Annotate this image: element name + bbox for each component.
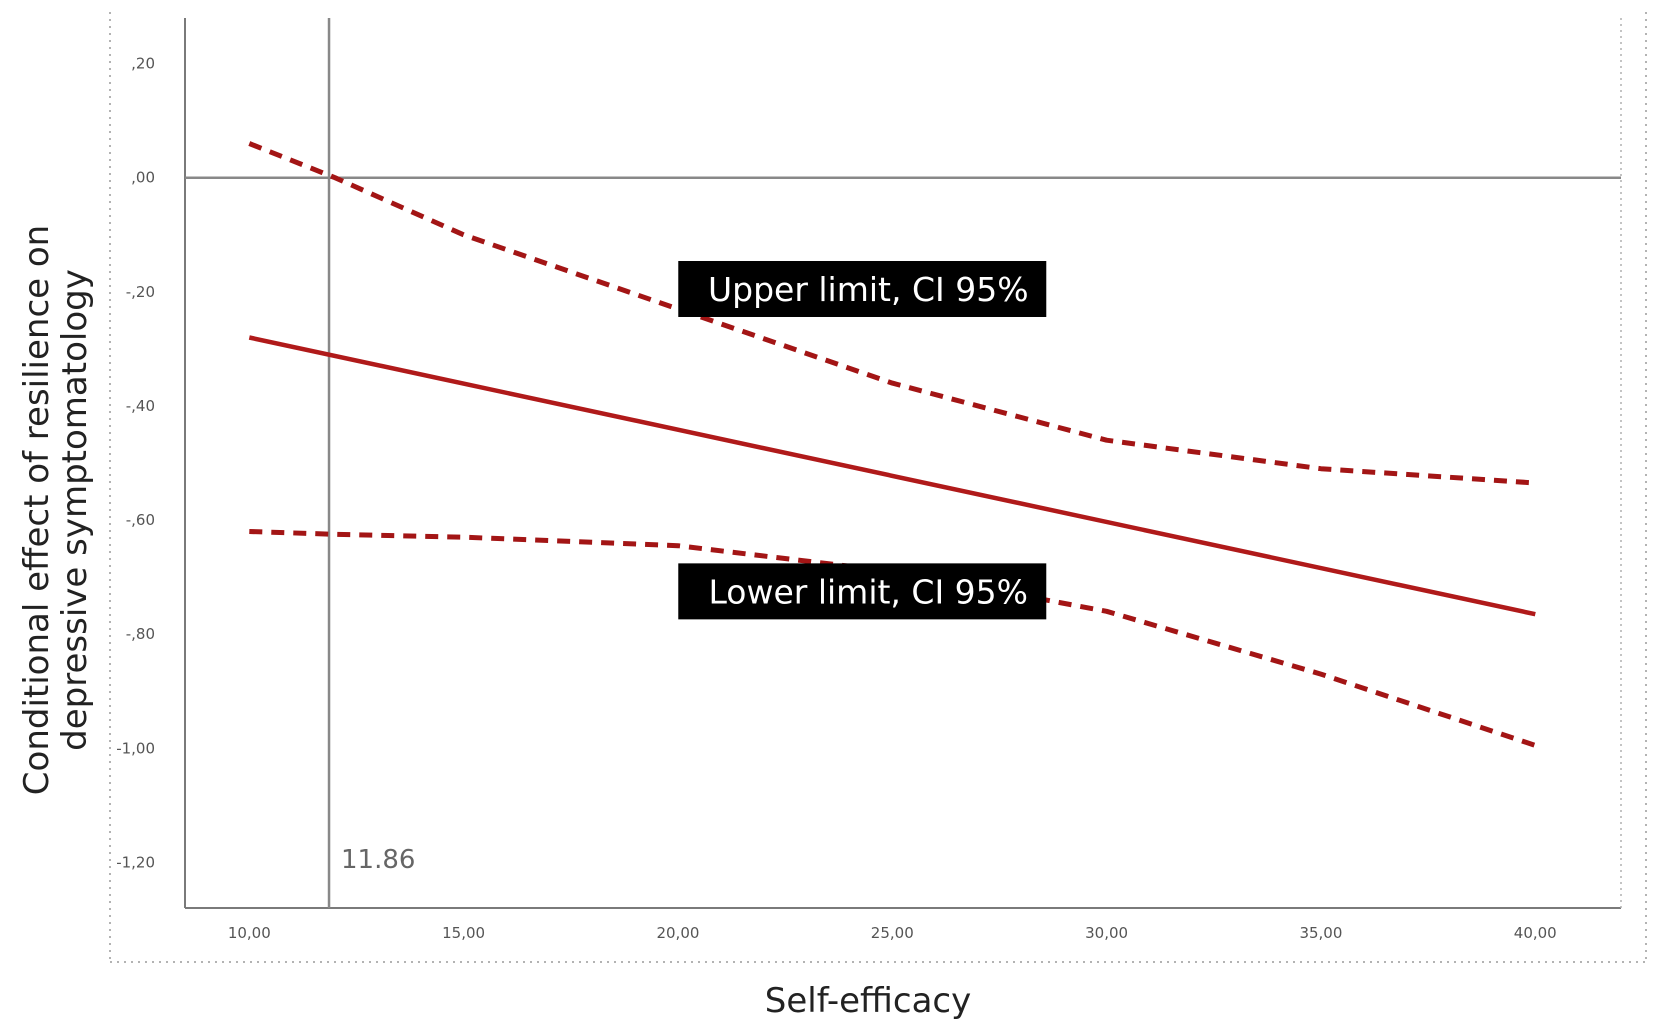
- callout-upper-limit-box: [678, 260, 1047, 317]
- x-tick-label: 35,00: [1299, 924, 1342, 942]
- x-tick-label: 20,00: [656, 924, 699, 942]
- callout-upper-limit-text: Upper limit, CI 95%: [708, 270, 1029, 309]
- reference-lines: 11.86: [185, 18, 1621, 908]
- series-conditional-effect-line: [248, 335, 1536, 617]
- y-tick-label: ,00: [131, 169, 155, 187]
- y-axis-title-line: depressive symptomatology: [55, 269, 95, 751]
- y-axis-title: Conditional effect of resilience ondepre…: [17, 225, 95, 795]
- x-axis-title: Self-efficacy: [765, 981, 971, 1021]
- series-upper-ci-line: [248, 141, 1536, 486]
- x-tick-label: 40,00: [1514, 924, 1557, 942]
- reference-line-label: 11.86: [341, 845, 415, 875]
- y-tick-label: -,40: [126, 397, 155, 415]
- y-tick-label: -1,20: [116, 853, 155, 871]
- y-tick-label: -,20: [126, 283, 155, 301]
- x-tick-label: 15,00: [442, 924, 485, 942]
- callouts: Upper limit, CI 95% Lower limit, CI 95%: [678, 260, 1047, 620]
- tick-labels: ,20 ,00 -,20 -,40 -,60 -,80 -1,00 -1,20 10,00 15,…: [116, 55, 1557, 942]
- series-lower-ci-line: [249, 529, 1537, 748]
- y-tick-label: -,60: [126, 511, 155, 529]
- axis-titles: Self-efficacy Conditional effect of resil…: [17, 225, 971, 1021]
- x-tick-label: 30,00: [1085, 924, 1128, 942]
- y-tick-label: ,20: [131, 55, 155, 73]
- series-lines: [248, 141, 1537, 748]
- y-axis-title-line: Conditional effect of resilience on: [17, 225, 57, 795]
- y-tick-label: -,80: [126, 625, 155, 643]
- x-tick-label: 25,00: [871, 924, 914, 942]
- y-tick-label: -1,00: [116, 739, 155, 757]
- callout-lower-limit-text: Lower limit, CI 95%: [709, 572, 1029, 611]
- x-tick-label: 10,00: [228, 924, 271, 942]
- chart-frame: [109, 12, 1647, 963]
- callout-lower-limit-box: [678, 563, 1047, 620]
